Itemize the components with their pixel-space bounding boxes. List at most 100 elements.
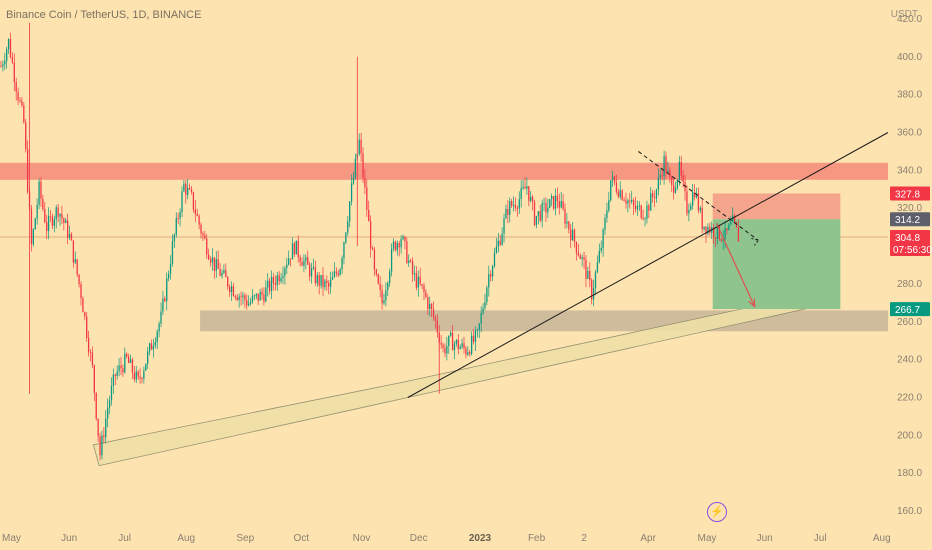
candle-body <box>46 222 48 232</box>
candle-body <box>167 273 170 279</box>
candle-body <box>164 298 166 302</box>
candle-body <box>638 205 640 207</box>
candle-body <box>120 365 122 369</box>
price-tag <box>890 186 930 201</box>
candle-body <box>537 211 539 216</box>
candle-body <box>514 204 517 209</box>
candle-body <box>552 196 555 209</box>
candle-body <box>632 200 635 206</box>
candle-body <box>166 278 168 302</box>
candle-body <box>234 295 236 298</box>
stop-loss-zone <box>712 193 841 220</box>
candle-body <box>150 343 153 350</box>
candle-body <box>524 186 526 189</box>
candle-body <box>246 300 248 306</box>
candle-body <box>349 201 351 222</box>
candle-body <box>518 199 520 209</box>
candle-body <box>608 200 610 211</box>
candle-body <box>682 175 684 183</box>
candle-body <box>213 257 216 271</box>
candle-body <box>591 280 593 300</box>
candle-body <box>404 236 406 242</box>
candle-body <box>461 343 463 347</box>
candle-body <box>4 61 6 65</box>
candle-body <box>127 356 130 363</box>
candle-body <box>326 280 328 283</box>
candle-body <box>450 332 452 336</box>
candle-body <box>615 182 618 192</box>
candle-body <box>288 258 290 265</box>
candle-body <box>398 243 400 248</box>
candle-body <box>135 371 137 380</box>
x-tick-label: Oct <box>294 533 310 544</box>
candle-body <box>688 210 690 214</box>
candle-body <box>381 289 383 304</box>
y-tick-label: 340.0 <box>897 165 922 176</box>
candle-body <box>457 339 459 350</box>
candle-body <box>505 208 507 219</box>
candle-body <box>497 240 499 247</box>
candle-body <box>204 235 206 239</box>
candle-body <box>512 204 515 206</box>
candle-body <box>566 221 568 224</box>
candle-body <box>265 287 267 302</box>
candle-body <box>179 212 181 219</box>
candle-body <box>629 200 631 202</box>
candle-body <box>724 228 726 240</box>
candle-body <box>503 218 505 234</box>
y-tick-label: 160.0 <box>897 506 922 517</box>
candle-body <box>280 277 282 282</box>
candle-body <box>122 368 124 373</box>
candle-body <box>366 187 368 210</box>
candle-body <box>465 348 467 355</box>
candle-body <box>343 242 345 259</box>
candle-body <box>387 282 389 291</box>
candle-body <box>217 259 219 269</box>
candle-body <box>373 249 376 270</box>
candle-body <box>671 177 673 186</box>
candle-body <box>720 239 722 241</box>
candle-body <box>66 220 69 238</box>
candle-body <box>610 180 612 201</box>
candle-body <box>133 372 135 380</box>
candle-body <box>108 400 111 408</box>
candle-body <box>712 227 715 238</box>
candle-body <box>369 221 372 249</box>
x-tick-label: 2023 <box>469 533 492 544</box>
candle-body <box>684 182 686 192</box>
candle-body <box>408 260 410 263</box>
candle-body <box>101 435 103 456</box>
candle-body <box>672 185 675 193</box>
candle-body <box>42 198 44 210</box>
candle-body <box>598 250 600 263</box>
candle-body <box>25 122 27 150</box>
candle-body <box>263 294 265 302</box>
candle-body <box>360 139 362 154</box>
candle-body <box>194 209 196 214</box>
candle-body <box>162 298 164 312</box>
candle-body <box>270 277 273 291</box>
y-tick-label: 360.0 <box>897 128 922 139</box>
candle-body <box>49 216 52 217</box>
candle-body <box>421 284 423 286</box>
candle-body <box>535 215 538 225</box>
candle-body <box>206 238 208 255</box>
candle-body <box>21 101 23 106</box>
y-tick-label: 280.0 <box>897 279 922 290</box>
candle-body <box>577 252 579 256</box>
lightning-bolt-icon[interactable]: ⚡ <box>707 502 727 522</box>
candle-body <box>137 371 139 377</box>
candle-body <box>680 162 682 176</box>
candle-body <box>531 196 534 202</box>
candle-body <box>185 183 187 195</box>
candle-body <box>545 202 547 213</box>
candle-body <box>0 66 2 68</box>
candle-body <box>728 224 730 230</box>
candle-body <box>110 385 113 401</box>
candle-body <box>427 296 429 309</box>
candle-body <box>644 218 646 220</box>
candle-body <box>469 352 471 354</box>
candle-body <box>541 203 543 221</box>
candle-body <box>11 57 14 63</box>
